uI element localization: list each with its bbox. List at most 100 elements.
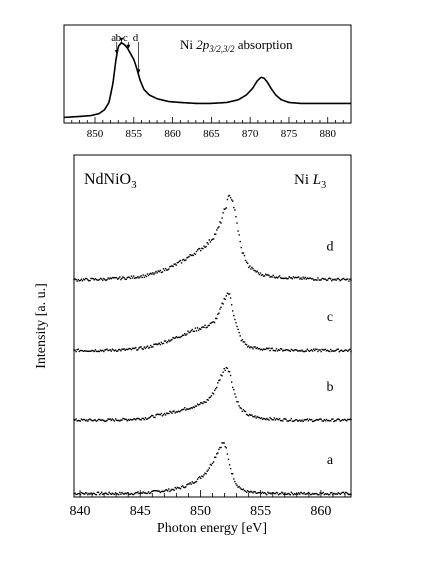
data-point — [313, 279, 315, 281]
data-point — [211, 238, 214, 241]
data-point — [119, 491, 121, 494]
data-point — [262, 492, 265, 494]
data-point — [154, 489, 156, 492]
data-point — [101, 419, 103, 421]
data-point — [201, 326, 203, 329]
data-point — [219, 379, 221, 381]
data-point — [264, 275, 266, 277]
data-point — [167, 269, 169, 271]
data-point — [336, 493, 338, 495]
data-point — [195, 250, 198, 253]
data-point — [208, 397, 210, 399]
data-point — [97, 350, 100, 352]
data-point — [170, 339, 172, 341]
data-point — [177, 261, 180, 264]
data-point — [150, 492, 152, 494]
data-point — [168, 339, 170, 341]
data-point — [294, 349, 297, 351]
data-point — [172, 410, 174, 413]
data-point — [201, 247, 203, 249]
data-point — [323, 278, 326, 280]
data-point — [311, 420, 314, 423]
data-point — [163, 412, 166, 415]
data-point — [185, 486, 187, 488]
data-point — [282, 492, 284, 494]
data-point — [208, 324, 210, 327]
data-point — [295, 419, 298, 421]
data-point — [308, 277, 311, 279]
data-point — [200, 249, 202, 252]
data-point — [230, 304, 233, 306]
data-point — [104, 278, 106, 281]
data-point — [245, 261, 248, 263]
data-point — [310, 493, 313, 496]
data-point — [205, 401, 207, 404]
data-point — [127, 276, 130, 278]
data-point — [316, 493, 318, 495]
data-point — [98, 493, 101, 496]
data-point — [213, 456, 216, 458]
data-point — [147, 491, 150, 493]
data-point — [304, 418, 306, 421]
data-point — [232, 473, 234, 475]
data-point — [123, 276, 125, 279]
data-point — [143, 276, 146, 278]
data-point — [326, 279, 329, 281]
x-tick-label: 850 — [190, 504, 211, 519]
data-point — [274, 350, 277, 352]
data-point — [94, 493, 97, 496]
data-point — [253, 490, 255, 493]
data-point — [192, 330, 195, 333]
data-point — [258, 416, 261, 419]
data-point — [215, 387, 217, 390]
data-point — [178, 260, 181, 262]
data-point — [322, 349, 324, 351]
data-point — [230, 472, 233, 475]
data-point — [160, 490, 163, 493]
data-point — [113, 276, 116, 279]
data-point — [215, 233, 217, 235]
data-point — [121, 277, 123, 280]
data-point — [188, 483, 190, 485]
data-point — [249, 413, 251, 416]
data-point — [294, 276, 297, 279]
data-point — [340, 419, 343, 422]
data-point — [179, 259, 182, 262]
data-point — [208, 467, 210, 469]
data-point — [223, 442, 225, 444]
data-point — [77, 348, 79, 350]
data-point — [155, 270, 157, 273]
data-point — [173, 263, 175, 265]
data-point — [179, 410, 182, 412]
data-point — [150, 415, 152, 418]
data-point — [274, 492, 277, 495]
data-point — [251, 346, 253, 349]
x-tick-label: 855 — [126, 128, 143, 140]
x-tick-label: 850 — [87, 128, 104, 140]
data-point — [304, 276, 306, 279]
data-point — [167, 341, 169, 343]
data-point — [343, 493, 346, 495]
data-point — [283, 349, 285, 352]
data-point — [298, 350, 300, 352]
data-point — [107, 349, 109, 352]
data-point — [139, 276, 141, 278]
absorption-title: Ni 2p3/2,3/2 absorption — [180, 37, 293, 54]
data-point — [314, 419, 316, 422]
absorption-series — [63, 41, 351, 119]
data-point — [155, 343, 157, 345]
data-point — [96, 350, 99, 353]
data-point — [134, 347, 136, 350]
data-point — [321, 420, 323, 422]
data-point — [73, 278, 75, 281]
data-point — [112, 277, 115, 279]
data-point — [271, 492, 273, 494]
data-point — [318, 493, 320, 496]
data-point — [288, 493, 290, 495]
data-point — [325, 418, 328, 421]
data-point — [102, 349, 104, 352]
data-point — [333, 420, 335, 423]
data-point — [208, 239, 210, 241]
data-point — [97, 418, 100, 421]
series-label-a: a — [327, 453, 334, 468]
